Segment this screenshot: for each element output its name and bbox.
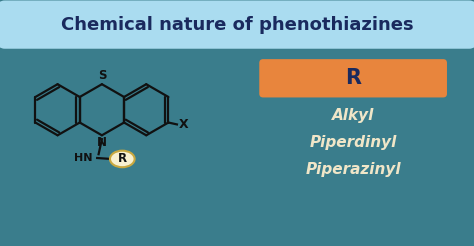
Text: R: R <box>118 153 127 166</box>
Text: Piperazinyl: Piperazinyl <box>305 162 401 177</box>
FancyBboxPatch shape <box>0 0 474 49</box>
FancyBboxPatch shape <box>259 59 447 97</box>
Text: R: R <box>345 68 361 88</box>
Text: N: N <box>97 136 107 149</box>
Text: Piperdinyl: Piperdinyl <box>310 135 397 150</box>
Ellipse shape <box>110 151 135 167</box>
Text: Alkyl: Alkyl <box>332 108 374 123</box>
Text: X: X <box>179 118 189 131</box>
Text: HN: HN <box>74 153 92 163</box>
Text: Chemical nature of phenothiazines: Chemical nature of phenothiazines <box>61 15 413 34</box>
Text: S: S <box>98 69 106 82</box>
